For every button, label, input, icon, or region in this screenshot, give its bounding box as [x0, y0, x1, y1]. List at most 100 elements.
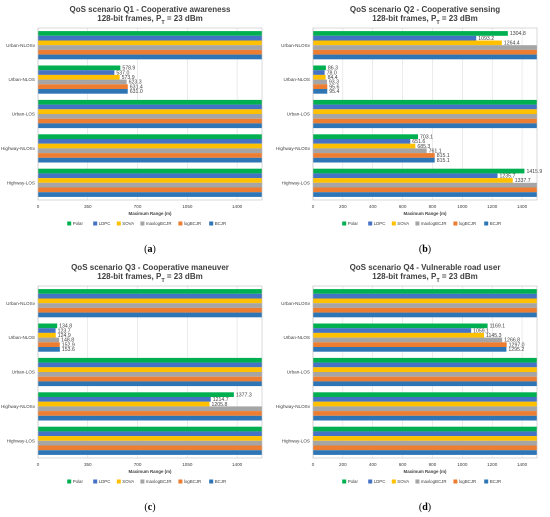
bar-sova-urban-nlos	[38, 74, 120, 80]
legend-entry-polar: Polar	[73, 221, 84, 226]
legend-swatch-sova	[116, 479, 121, 484]
chart-panel-1: QoS scenario Q1 - Cooperative awareness1…	[1, 5, 263, 255]
bar-polar-urban-nlos	[313, 323, 488, 329]
chart-panel-2: QoS scenario Q2 - Cooperative sensing128…	[276, 5, 542, 255]
bar-sova-highway-nlosv	[38, 143, 262, 149]
category-label: Highway-NLOSv	[1, 404, 36, 409]
bar-sova-urban-nlosv	[313, 40, 502, 46]
legend-swatch-maxlogbcjr	[415, 479, 420, 484]
data-label: 1264.4	[504, 41, 520, 47]
subtitle-subscript: T	[161, 278, 165, 284]
x-tick-label: 1400	[232, 204, 243, 209]
data-label: 815.1	[437, 158, 450, 164]
chart-title: QoS scenario Q4 - Vulnerable road user	[350, 263, 501, 272]
chart-subtitle: 128-bit frames, PT = 23 dBm	[97, 272, 202, 284]
category-label: Urban-NLOSv	[281, 43, 311, 48]
chart-subtitle: 128-bit frames, PT = 23 dBm	[372, 272, 477, 284]
panel-label-close: )	[428, 502, 431, 513]
subtitle-subscript: T	[436, 20, 440, 26]
legend-swatch-ldpc	[93, 221, 98, 226]
legend-swatch-bcjr	[484, 479, 489, 484]
chart-subtitle: 128-bit frames, PT = 23 dBm	[97, 14, 202, 26]
x-axis-label: Maximum Range (m)	[404, 211, 447, 216]
bar-polar-highway-nlosv	[313, 392, 537, 397]
subtitle-tail: = 23 dBm	[440, 272, 478, 281]
category-label: Highway-LOS	[282, 180, 310, 185]
bar-maxlogbcjr-highway-nlosv	[313, 406, 537, 412]
data-label: 1297.0	[509, 342, 525, 348]
bar-sova-highway-nlosv	[38, 401, 210, 407]
data-label: 1337.7	[515, 178, 531, 184]
panel-label-open: (	[419, 244, 423, 255]
bar-bcjr-urban-nlos	[38, 89, 128, 94]
x-tick-label: 600	[399, 204, 407, 209]
data-label: 1295.2	[508, 347, 524, 353]
bar-logbcjr-highway-nlosv	[38, 153, 262, 158]
legend-entry-sova: SOVA	[122, 221, 134, 226]
bar-polar-highway-nlosv	[38, 392, 234, 397]
bar-maxlogbcjr-urban-los	[313, 372, 537, 377]
data-label: 631.4	[130, 84, 143, 90]
bar-polar-urban-nlos	[313, 65, 326, 71]
category-label: Urban-NLOS	[283, 77, 310, 82]
bar-bcjr-highway-nlosv	[313, 415, 537, 421]
legend-swatch-logbcjr	[178, 479, 183, 484]
bar-ldpc-highway-nlosv	[38, 138, 262, 144]
legend-swatch-maxlogbcjr	[140, 221, 145, 226]
category-label: Highway-NLOSv	[1, 146, 36, 151]
bar-bcjr-highway-los	[38, 192, 262, 197]
legend-entry-ldpc: LDPC	[374, 479, 386, 484]
legend-entry-polar: Polar	[348, 479, 359, 484]
subtitle-tail: = 23 dBm	[165, 14, 203, 23]
legend-entry-maxlogbcjr: maxlogBCJR	[421, 479, 447, 484]
bar-polar-highway-los	[313, 426, 537, 432]
data-label: 148.8	[61, 338, 74, 344]
bar-polar-highway-los	[38, 168, 262, 174]
bar-bcjr-highway-los	[38, 450, 262, 455]
bar-bcjr-urban-los	[313, 381, 537, 387]
x-tick-label: 200	[339, 462, 347, 467]
category-label: Highway-LOS	[282, 438, 310, 443]
panel-label: (c)	[144, 502, 155, 513]
data-label: 153.6	[62, 347, 75, 353]
x-tick-label: 350	[84, 204, 92, 209]
bar-ldpc-highway-nlosv	[38, 396, 211, 402]
bar-maxlogbcjr-urban-los	[38, 114, 262, 119]
bar-logbcjr-highway-los	[38, 187, 262, 193]
bar-logbcjr-highway-los	[313, 445, 537, 451]
bar-ldpc-urban-nlos	[38, 70, 115, 75]
data-label: 95.4	[329, 89, 339, 95]
legend-swatch-sova	[391, 479, 396, 484]
bar-maxlogbcjr-highway-los	[38, 440, 262, 446]
bar-ldpc-urban-los	[313, 362, 537, 368]
legend-swatch-logbcjr	[453, 479, 458, 484]
x-tick-label: 700	[134, 204, 142, 209]
bar-ldpc-highway-los	[313, 173, 498, 179]
bar-polar-urban-nlosv	[313, 289, 537, 294]
legend-swatch-bcjr	[484, 221, 489, 226]
category-label: Urban-NLOS	[8, 77, 35, 82]
bar-bcjr-urban-nlosv	[313, 312, 537, 318]
legend-entry-maxlogbcjr: maxlogBCJR	[421, 221, 447, 226]
bar-ldpc-urban-los	[38, 362, 262, 368]
bar-logbcjr-highway-los	[38, 445, 262, 451]
bar-sova-urban-nlos	[313, 332, 485, 338]
legend: Polar LDPC SOVA maxlogBCJR logBCJR BCJR	[342, 221, 501, 226]
panel-label-open: (	[144, 502, 148, 513]
x-axis-label: Maximum Range (m)	[129, 211, 172, 216]
bar-maxlogbcjr-highway-nlosv	[38, 406, 262, 412]
x-tick-label: 1200	[487, 204, 498, 209]
bar-logbcjr-urban-los	[313, 376, 537, 382]
legend-swatch-polar	[67, 221, 72, 226]
legend-entry-bcjr: BCJR	[215, 479, 226, 484]
legend-swatch-ldpc	[368, 221, 373, 226]
chart-subtitle: 128-bit frames, PT = 23 dBm	[372, 14, 477, 26]
x-axis-label: Maximum Range (m)	[404, 469, 447, 474]
bar-logbcjr-urban-los	[38, 118, 262, 124]
bar-bcjr-highway-nlosv	[313, 157, 435, 163]
bar-bcjr-highway-nlosv	[38, 415, 262, 421]
bar-sova-urban-los	[313, 109, 537, 114]
subtitle-main: 128-bit frames, P	[372, 14, 437, 23]
bar-maxlogbcjr-urban-nlosv	[38, 303, 262, 308]
panel-label-close: )	[153, 244, 156, 255]
